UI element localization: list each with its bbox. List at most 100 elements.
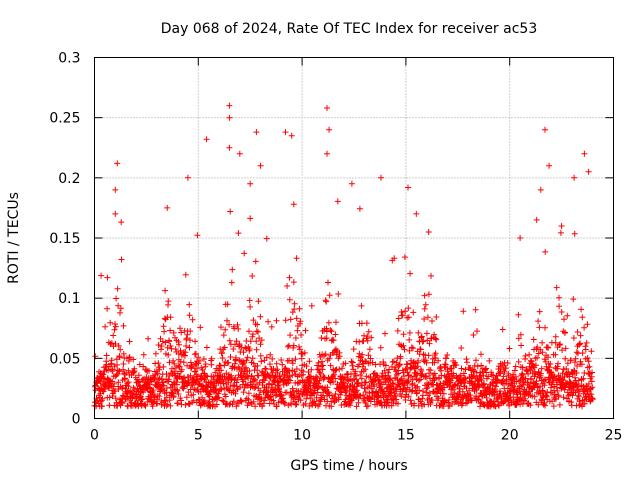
y-tick-labels: 0 0.05 0.1 0.15 0.2 0.25 0.3 — [49, 51, 80, 428]
data-point-plus — [444, 352, 451, 358]
data-point-plus — [453, 362, 460, 369]
data-point-plus — [546, 364, 553, 371]
data-point-plus — [353, 376, 360, 383]
data-point-plus — [118, 256, 125, 263]
data-point-plus — [486, 357, 493, 364]
data-point-plus — [426, 370, 433, 377]
data-point-plus — [519, 370, 525, 377]
data-point-plus — [571, 230, 578, 237]
data-point-plus — [203, 136, 210, 143]
data-point-plus — [219, 355, 226, 361]
data-point-plus — [536, 308, 543, 315]
data-point-plus — [518, 342, 525, 349]
data-point-plus — [250, 331, 256, 338]
data-point-plus — [576, 341, 582, 348]
data-point-plus — [230, 346, 237, 352]
data-point-plus — [154, 370, 161, 377]
data-point-plus — [585, 168, 592, 175]
data-point-plus — [267, 351, 274, 358]
data-point-plus — [287, 332, 294, 339]
data-point-plus — [246, 346, 253, 352]
data-point-plus — [247, 338, 254, 345]
data-point-plus — [361, 385, 368, 392]
chart-title: Day 068 of 2024, Rate Of TEC Index for r… — [161, 21, 537, 37]
data-point-plus — [398, 393, 405, 400]
data-point-plus — [188, 362, 195, 369]
data-point-plus — [377, 344, 384, 351]
data-point-plus — [533, 378, 540, 385]
data-point-plus — [124, 380, 131, 387]
data-point-plus — [405, 378, 412, 385]
data-point-plus — [406, 347, 413, 354]
data-point-plus — [401, 373, 407, 380]
data-point-plus — [322, 351, 329, 358]
data-point-plus — [423, 359, 430, 366]
data-point-plus — [177, 325, 183, 332]
data-point-plus — [103, 352, 110, 359]
data-point-plus — [303, 363, 310, 370]
data-point-plus — [286, 296, 293, 303]
data-point-plus — [265, 318, 272, 325]
data-point-plus — [501, 368, 508, 375]
data-point-plus — [561, 316, 567, 323]
data-point-plus — [569, 392, 576, 399]
data-point-plus — [114, 285, 121, 292]
data-point-plus — [460, 370, 467, 377]
data-point-plus — [480, 401, 487, 407]
data-point-plus — [117, 305, 124, 312]
data-point-plus — [443, 355, 450, 362]
data-point-plus — [164, 204, 171, 211]
data-point-plus — [292, 335, 299, 341]
data-point-plus — [562, 329, 568, 336]
data-point-plus — [429, 355, 436, 362]
data-point-plus — [519, 364, 526, 371]
data-point-plus — [274, 369, 281, 376]
data-point-plus — [545, 354, 552, 361]
data-point-plus — [542, 402, 549, 409]
data-point-plus — [358, 302, 365, 309]
data-point-plus — [126, 354, 133, 361]
data-point-plus — [289, 385, 296, 392]
data-point-plus — [177, 358, 184, 365]
data-point-plus — [428, 272, 434, 279]
data-point-plus — [581, 150, 588, 157]
data-point-plus — [497, 388, 503, 395]
data-point-plus — [458, 345, 465, 351]
data-point-plus — [403, 388, 410, 395]
data-point-plus — [384, 399, 391, 406]
data-point-plus — [315, 359, 322, 366]
data-point-plus — [528, 358, 535, 365]
data-point-plus — [348, 358, 355, 365]
data-point-plus — [104, 274, 111, 281]
data-point-plus — [226, 337, 233, 344]
data-point-plus — [135, 372, 142, 379]
data-point-plus — [257, 313, 264, 320]
data-point-plus — [282, 129, 289, 136]
data-point-plus — [236, 150, 243, 157]
data-point-plus — [294, 327, 301, 334]
data-point-plus — [116, 354, 123, 361]
data-point-plus — [111, 380, 118, 387]
data-point-plus — [232, 390, 239, 397]
data-point-plus — [395, 315, 402, 322]
data-point-plus — [238, 398, 245, 405]
data-point-plus — [475, 396, 481, 403]
data-point-plus — [397, 353, 404, 360]
data-point-plus — [524, 379, 531, 386]
data-point-plus — [336, 353, 343, 360]
data-point-plus — [206, 391, 213, 398]
data-point-plus — [534, 344, 541, 351]
data-point-plus — [420, 388, 426, 395]
data-point-plus — [350, 346, 357, 353]
data-point-plus — [558, 223, 565, 229]
data-point-plus — [246, 328, 252, 335]
data-point-plus — [225, 359, 232, 366]
data-point-plus — [253, 328, 260, 335]
data-point-plus — [586, 363, 593, 370]
data-point-plus — [195, 354, 202, 361]
data-point-plus — [560, 377, 567, 384]
data-point-plus — [359, 351, 366, 358]
data-point-plus — [200, 356, 207, 363]
data-point-plus — [296, 305, 303, 312]
data-point-plus — [284, 283, 291, 289]
